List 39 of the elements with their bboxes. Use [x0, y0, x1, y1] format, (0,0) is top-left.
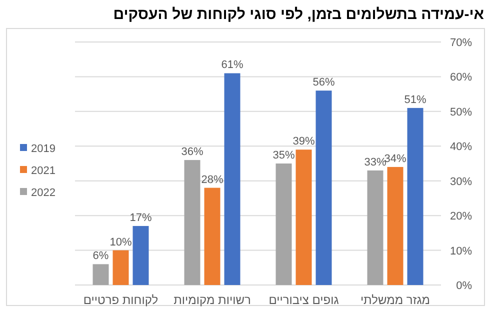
- bar: [387, 166, 404, 285]
- bar: [112, 250, 129, 285]
- x-tick-label: לקוחות פרטיים: [83, 293, 158, 307]
- legend-label: 2021: [31, 165, 56, 177]
- legend-label: 2019: [31, 143, 56, 155]
- y-tick-label: 50%: [450, 106, 472, 118]
- data-label: 61%: [221, 59, 244, 72]
- bar: [407, 108, 424, 285]
- y-tick-label: 30%: [450, 176, 472, 188]
- data-label: 39%: [292, 136, 315, 148]
- title: אי-עמידה בתשלומים בזמן, לפי סוגי לקוחות של העסקים: [113, 6, 484, 23]
- bar: [224, 73, 240, 285]
- bar: [184, 160, 200, 285]
- bar: [367, 170, 384, 285]
- y-tick-label: 10%: [450, 245, 472, 258]
- y-tick-label: 60%: [450, 72, 472, 84]
- bar: [92, 264, 109, 285]
- data-label: 35%: [272, 150, 295, 162]
- y-tick-label: 40%: [450, 141, 472, 154]
- bar: [132, 226, 149, 285]
- data-label: 6%: [92, 250, 109, 262]
- y-tick-label: 70%: [450, 37, 472, 49]
- y-tick-label: 20%: [450, 210, 472, 223]
- x-tick-label: רשויות מקומיות: [174, 293, 251, 307]
- data-label: 36%: [181, 146, 204, 158]
- data-label: 10%: [110, 236, 132, 248]
- data-label: 17%: [130, 212, 152, 224]
- data-label: 33%: [364, 156, 386, 168]
- x-tick-label: מגזר ממשלתי: [360, 293, 430, 307]
- data-label: 28%: [201, 174, 224, 186]
- data-label: 56%: [312, 76, 335, 89]
- bar: [276, 164, 292, 285]
- x-tick-label: גופים ציבוריים: [268, 293, 339, 307]
- y-tick-label: 0%: [456, 280, 472, 292]
- data-label: 51%: [404, 94, 426, 106]
- bar: [296, 150, 312, 285]
- bar: [204, 188, 220, 285]
- legend-label: 2022: [31, 187, 56, 199]
- bar: [316, 90, 332, 285]
